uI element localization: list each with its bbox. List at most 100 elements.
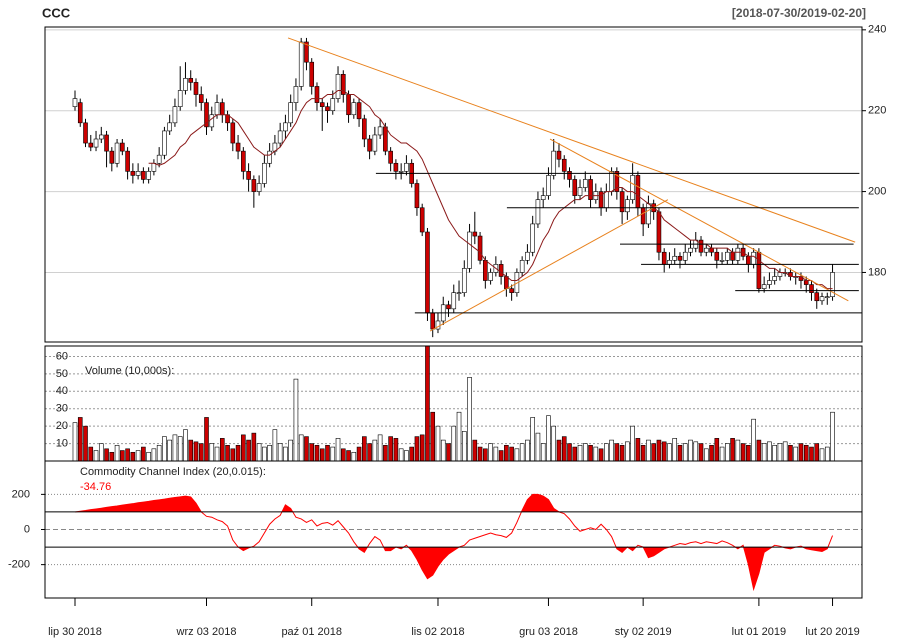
- volume-bar: [488, 443, 493, 462]
- candle-body: [335, 74, 341, 99]
- candle-body: [661, 251, 667, 265]
- candle-body: [667, 260, 672, 265]
- candle-body: [730, 251, 735, 261]
- candle-body: [488, 272, 493, 281]
- volume-bar: [798, 443, 804, 462]
- candle-body: [609, 171, 614, 192]
- candle-body: [309, 61, 315, 87]
- cci-fill: [74, 547, 833, 590]
- x-tick-label: lut 01 2019: [732, 626, 786, 638]
- candle-body: [425, 231, 430, 314]
- volume-bar: [393, 438, 399, 462]
- volume-bar: [383, 445, 388, 462]
- volume-bar: [498, 450, 504, 462]
- volume-bar: [198, 443, 204, 462]
- volume-bar: [419, 434, 425, 462]
- y-tick-label: 200: [868, 185, 886, 197]
- y-tick-label: 220: [868, 105, 886, 117]
- volume-bar: [377, 434, 383, 462]
- volume-bar: [525, 439, 530, 462]
- volume-bar: [725, 443, 730, 462]
- volume-bar: [404, 450, 409, 462]
- price-plot: [72, 37, 862, 338]
- candle-body: [172, 106, 178, 124]
- volume-bar: [719, 446, 725, 462]
- candle-body: [219, 102, 225, 116]
- candle-body: [393, 162, 399, 172]
- candle-body: [509, 288, 514, 293]
- y-tick-label: 200: [12, 488, 30, 500]
- volume-bar: [646, 439, 651, 462]
- y-tick-label: 10: [56, 437, 68, 449]
- volume-bar: [425, 345, 430, 462]
- candle-body: [293, 86, 299, 103]
- candle-body: [367, 138, 372, 152]
- candle-body: [104, 134, 109, 152]
- candle-body: [530, 223, 535, 253]
- candle-body: [551, 150, 557, 176]
- candle-body: [277, 130, 283, 144]
- candle-body: [141, 171, 146, 180]
- volume-bar: [346, 450, 351, 462]
- candle-body: [467, 231, 472, 269]
- candle-body: [109, 150, 115, 164]
- x-tick-label: lip 30 2018: [48, 626, 102, 638]
- volume-bar: [472, 439, 478, 462]
- volume-bar: [793, 446, 799, 462]
- candle-body: [404, 162, 409, 172]
- volume-bar: [593, 446, 599, 462]
- candle-body: [372, 134, 378, 152]
- volume-bar: [614, 443, 620, 462]
- volume-bar: [440, 439, 446, 462]
- volume-bar: [693, 441, 699, 462]
- chart-title: CCC: [42, 5, 71, 20]
- volume-bar: [672, 438, 678, 462]
- candle-body: [93, 138, 99, 148]
- candle-body: [188, 78, 194, 83]
- volume-bar: [619, 445, 625, 462]
- candle-body: [535, 199, 541, 225]
- candle-body: [698, 239, 704, 253]
- volume-bar: [167, 439, 172, 462]
- volume-bar: [156, 445, 162, 462]
- volume-bar: [582, 443, 588, 462]
- panel-frame: [44, 26, 863, 343]
- candle-body: [703, 247, 709, 253]
- volume-bar: [209, 443, 215, 462]
- candle-body: [251, 179, 257, 192]
- candle-body: [672, 255, 678, 261]
- volume-bar: [319, 448, 325, 462]
- volume-bar: [88, 446, 94, 462]
- candle-body: [772, 276, 777, 281]
- candle-body: [83, 122, 88, 144]
- volume-bar: [104, 448, 109, 462]
- volume-bar: [214, 446, 220, 462]
- candle-body: [430, 312, 436, 330]
- volume-bar: [304, 436, 309, 462]
- candle-body: [498, 264, 504, 277]
- candle-body: [556, 150, 562, 160]
- volume-bar: [83, 425, 88, 462]
- y-tick-label: -200: [8, 559, 30, 571]
- candle-body: [256, 183, 262, 192]
- volume-bar: [493, 446, 499, 462]
- candle-body: [640, 207, 646, 225]
- candle-body: [682, 251, 688, 261]
- trend-line: [549, 138, 849, 302]
- volume-bar: [340, 448, 346, 462]
- candle-body: [714, 251, 720, 261]
- volume-bar: [246, 439, 251, 462]
- candle-body: [746, 255, 751, 265]
- candle-body: [572, 179, 578, 196]
- candle-body: [156, 154, 162, 164]
- volume-bar: [461, 431, 467, 462]
- candle-body: [577, 187, 583, 196]
- candle-body: [356, 102, 362, 120]
- trend-line: [429, 199, 669, 332]
- volume-bar: [782, 441, 788, 462]
- y-tick-label: 0: [24, 523, 30, 535]
- y-tick-label: 60: [56, 350, 68, 362]
- volume-bar: [609, 439, 614, 462]
- volume-bar: [325, 445, 330, 462]
- volume-bar: [677, 445, 683, 462]
